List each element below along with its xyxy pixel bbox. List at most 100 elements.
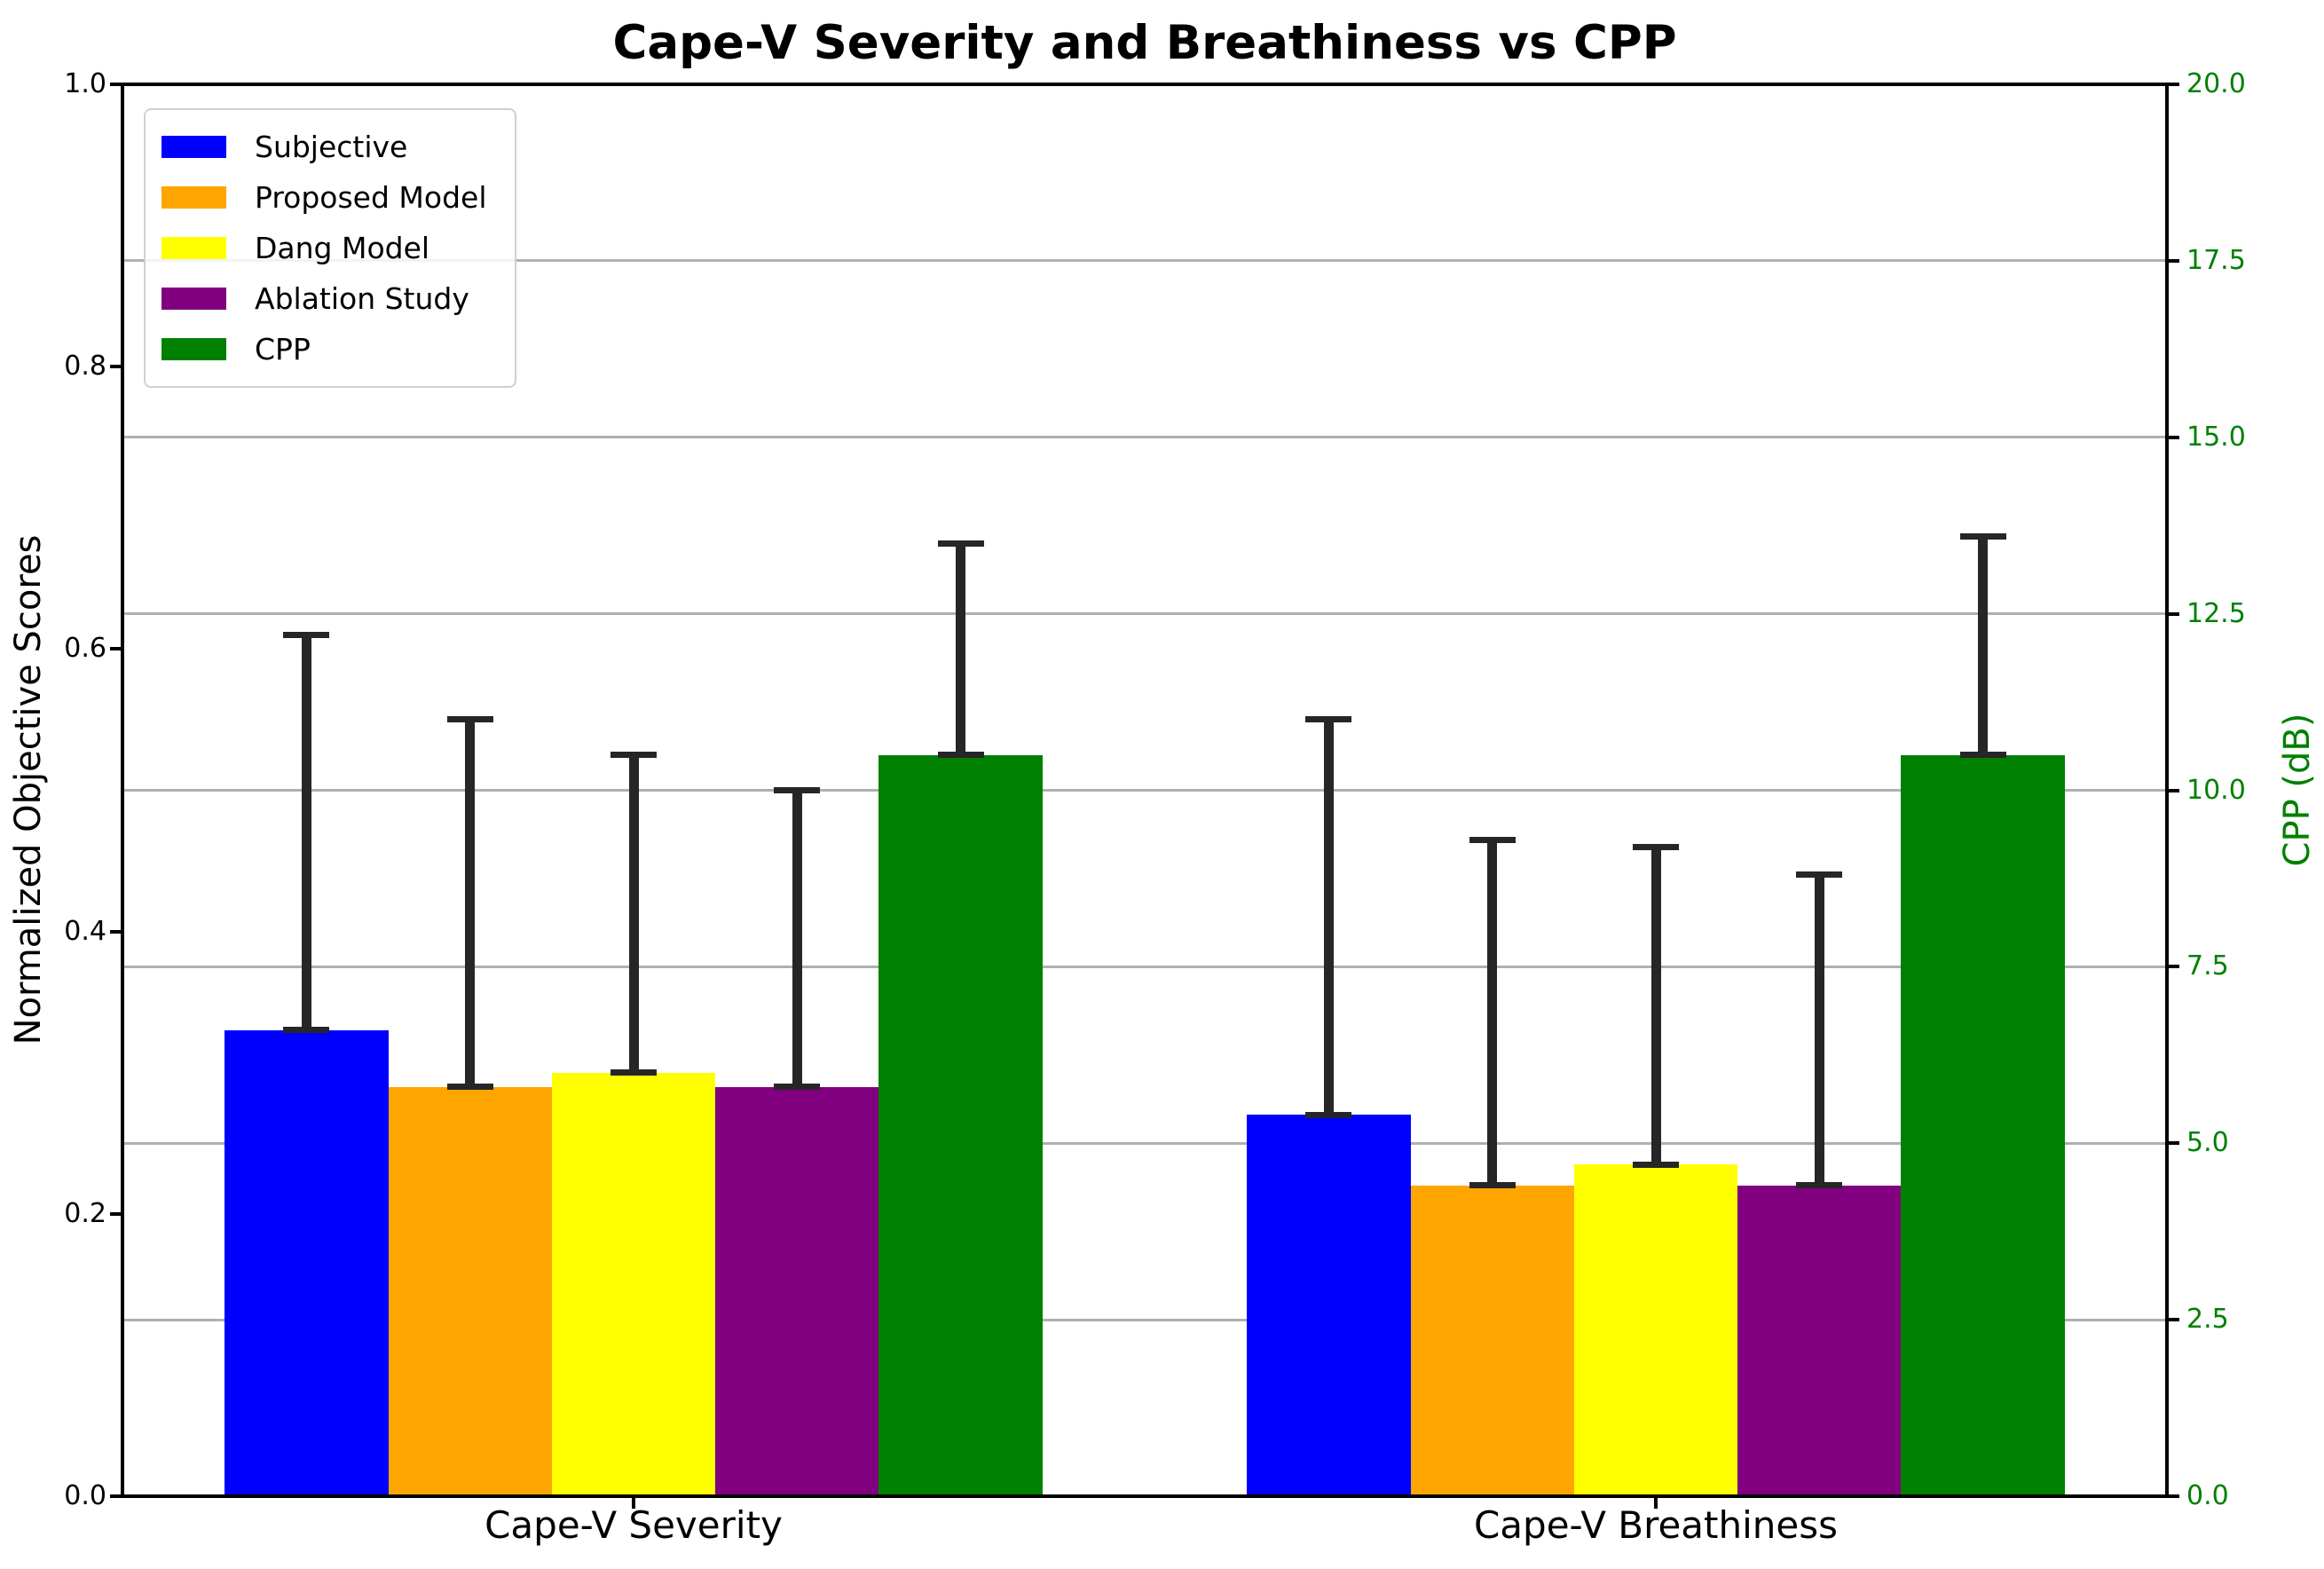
error-bar-line [1487, 840, 1498, 1186]
error-bar-cap-bottom [1305, 1111, 1352, 1118]
bottom-spine [121, 1494, 2169, 1498]
right-axis-tick-label: 17.5 [2186, 244, 2246, 276]
left-axis-tick [110, 365, 122, 369]
left-spine [121, 83, 124, 1498]
error-bar-cap-top [446, 716, 493, 723]
error-bar-cap-top [1959, 532, 2006, 540]
error-bar-line [465, 719, 476, 1087]
gridline [122, 789, 2167, 792]
bar-cpp-breathiness [1901, 754, 2065, 1496]
error-bar-line [792, 790, 802, 1087]
right-axis-tick-label: 7.5 [2186, 950, 2229, 982]
error-bar-cap-top [611, 752, 657, 759]
right-axis-tick-label: 10.0 [2186, 774, 2246, 806]
legend-item: Ablation Study [161, 273, 499, 324]
bar-proposed-model-severity [388, 1086, 552, 1496]
gridline [122, 436, 2167, 439]
error-bar-line [956, 543, 966, 755]
error-bar-cap-top [1796, 871, 1843, 879]
bar-subjective-severity [225, 1029, 389, 1496]
legend-swatch-dang-model [161, 237, 226, 259]
right-axis-tick [2167, 788, 2179, 792]
legend-label: Proposed Model [255, 180, 487, 215]
legend-item: Dang Model [161, 223, 499, 273]
error-bar-cap-top [1469, 836, 1516, 843]
error-bar-line [1323, 719, 1334, 1116]
left-axis-tick [110, 1211, 122, 1216]
legend-label: Subjective [255, 130, 408, 164]
right-axis-tick-label: 15.0 [2186, 421, 2246, 453]
bar-subjective-breathiness [1247, 1115, 1411, 1496]
top-spine [121, 83, 2169, 86]
error-bar-cap-bottom [283, 1027, 330, 1034]
legend-swatch-ablation-study [161, 288, 226, 310]
right-axis-tick [2167, 611, 2179, 616]
left-axis-tick-label: 0.0 [64, 1480, 106, 1511]
gridline [122, 612, 2167, 616]
right-axis-tick [2167, 435, 2179, 439]
error-bar-line [301, 635, 311, 1030]
error-bar-cap-bottom [937, 752, 984, 759]
gridline [122, 1318, 2167, 1321]
left-axis-tick-label: 0.2 [64, 1197, 106, 1229]
legend-item: CPP [161, 324, 499, 375]
error-bar-cap-bottom [1633, 1161, 1679, 1168]
gridline [122, 965, 2167, 968]
legend: Subjective Proposed Model Dang Model Ablati… [144, 108, 516, 388]
error-bar-cap-top [774, 787, 821, 793]
legend-swatch-proposed-model [161, 186, 226, 209]
error-bar-line [1978, 536, 1989, 755]
left-axis-tick [110, 1494, 122, 1498]
left-axis-title: Normalized Objective Scores [8, 534, 49, 1045]
right-axis-tick [2167, 1318, 2179, 1322]
error-bar-cap-top [283, 631, 330, 638]
right-axis-tick-label: 20.0 [2186, 68, 2246, 99]
error-bar-cap-bottom [1469, 1182, 1516, 1189]
right-axis-tick-label: 2.5 [2186, 1304, 2229, 1336]
chart-title: Cape-V Severity and Breathiness vs CPP [612, 16, 1677, 70]
error-bar-line [1814, 874, 1824, 1186]
legend-label: CPP [255, 332, 311, 367]
error-bar-cap-bottom [446, 1084, 493, 1091]
bar-proposed-model-breathiness [1410, 1185, 1574, 1496]
x-axis-category-label: Cape-V Severity [484, 1503, 783, 1547]
legend-item: Proposed Model [161, 172, 499, 223]
legend-swatch-subjective [161, 136, 226, 158]
right-axis-tick-label: 0.0 [2186, 1480, 2229, 1511]
x-axis-tick [1654, 1496, 1658, 1509]
error-bar-cap-top [937, 540, 984, 547]
right-axis-tick-label: 5.0 [2186, 1127, 2229, 1159]
error-bar-line [1650, 847, 1661, 1165]
x-axis-tick [632, 1496, 635, 1509]
bar-cpp-severity [878, 754, 1043, 1496]
bar-ablation-study-breathiness [1737, 1185, 1902, 1496]
x-axis-category-label: Cape-V Breathiness [1473, 1503, 1839, 1547]
gridline [122, 259, 2167, 263]
right-axis-tick [2167, 965, 2179, 969]
right-axis-tick [2167, 1494, 2179, 1498]
left-axis-tick [110, 83, 122, 86]
error-bar-line [628, 754, 639, 1073]
bar-dang-model-severity [551, 1072, 716, 1496]
left-axis-tick-label: 0.4 [64, 915, 106, 947]
legend-swatch-cpp [161, 338, 226, 360]
legend-label: Ablation Study [255, 281, 469, 316]
error-bar-cap-top [1305, 716, 1352, 723]
left-axis-tick-label: 0.6 [64, 633, 106, 665]
error-bar-cap-bottom [1796, 1182, 1843, 1189]
right-axis-tick [2167, 83, 2179, 86]
error-bar-cap-bottom [611, 1069, 657, 1076]
right-axis-tick [2167, 1141, 2179, 1146]
left-axis-tick-label: 0.8 [64, 351, 106, 382]
bar-dang-model-breathiness [1573, 1164, 1738, 1496]
right-axis-tick-label: 12.5 [2186, 597, 2246, 629]
error-bar-cap-bottom [774, 1084, 821, 1091]
bar-ablation-study-severity [715, 1086, 879, 1496]
right-axis-tick [2167, 258, 2179, 263]
legend-item: Subjective [161, 122, 499, 172]
left-axis-tick [110, 929, 122, 934]
error-bar-cap-bottom [1959, 752, 2006, 759]
left-axis-tick-label: 1.0 [64, 68, 106, 99]
error-bar-cap-top [1633, 843, 1679, 850]
